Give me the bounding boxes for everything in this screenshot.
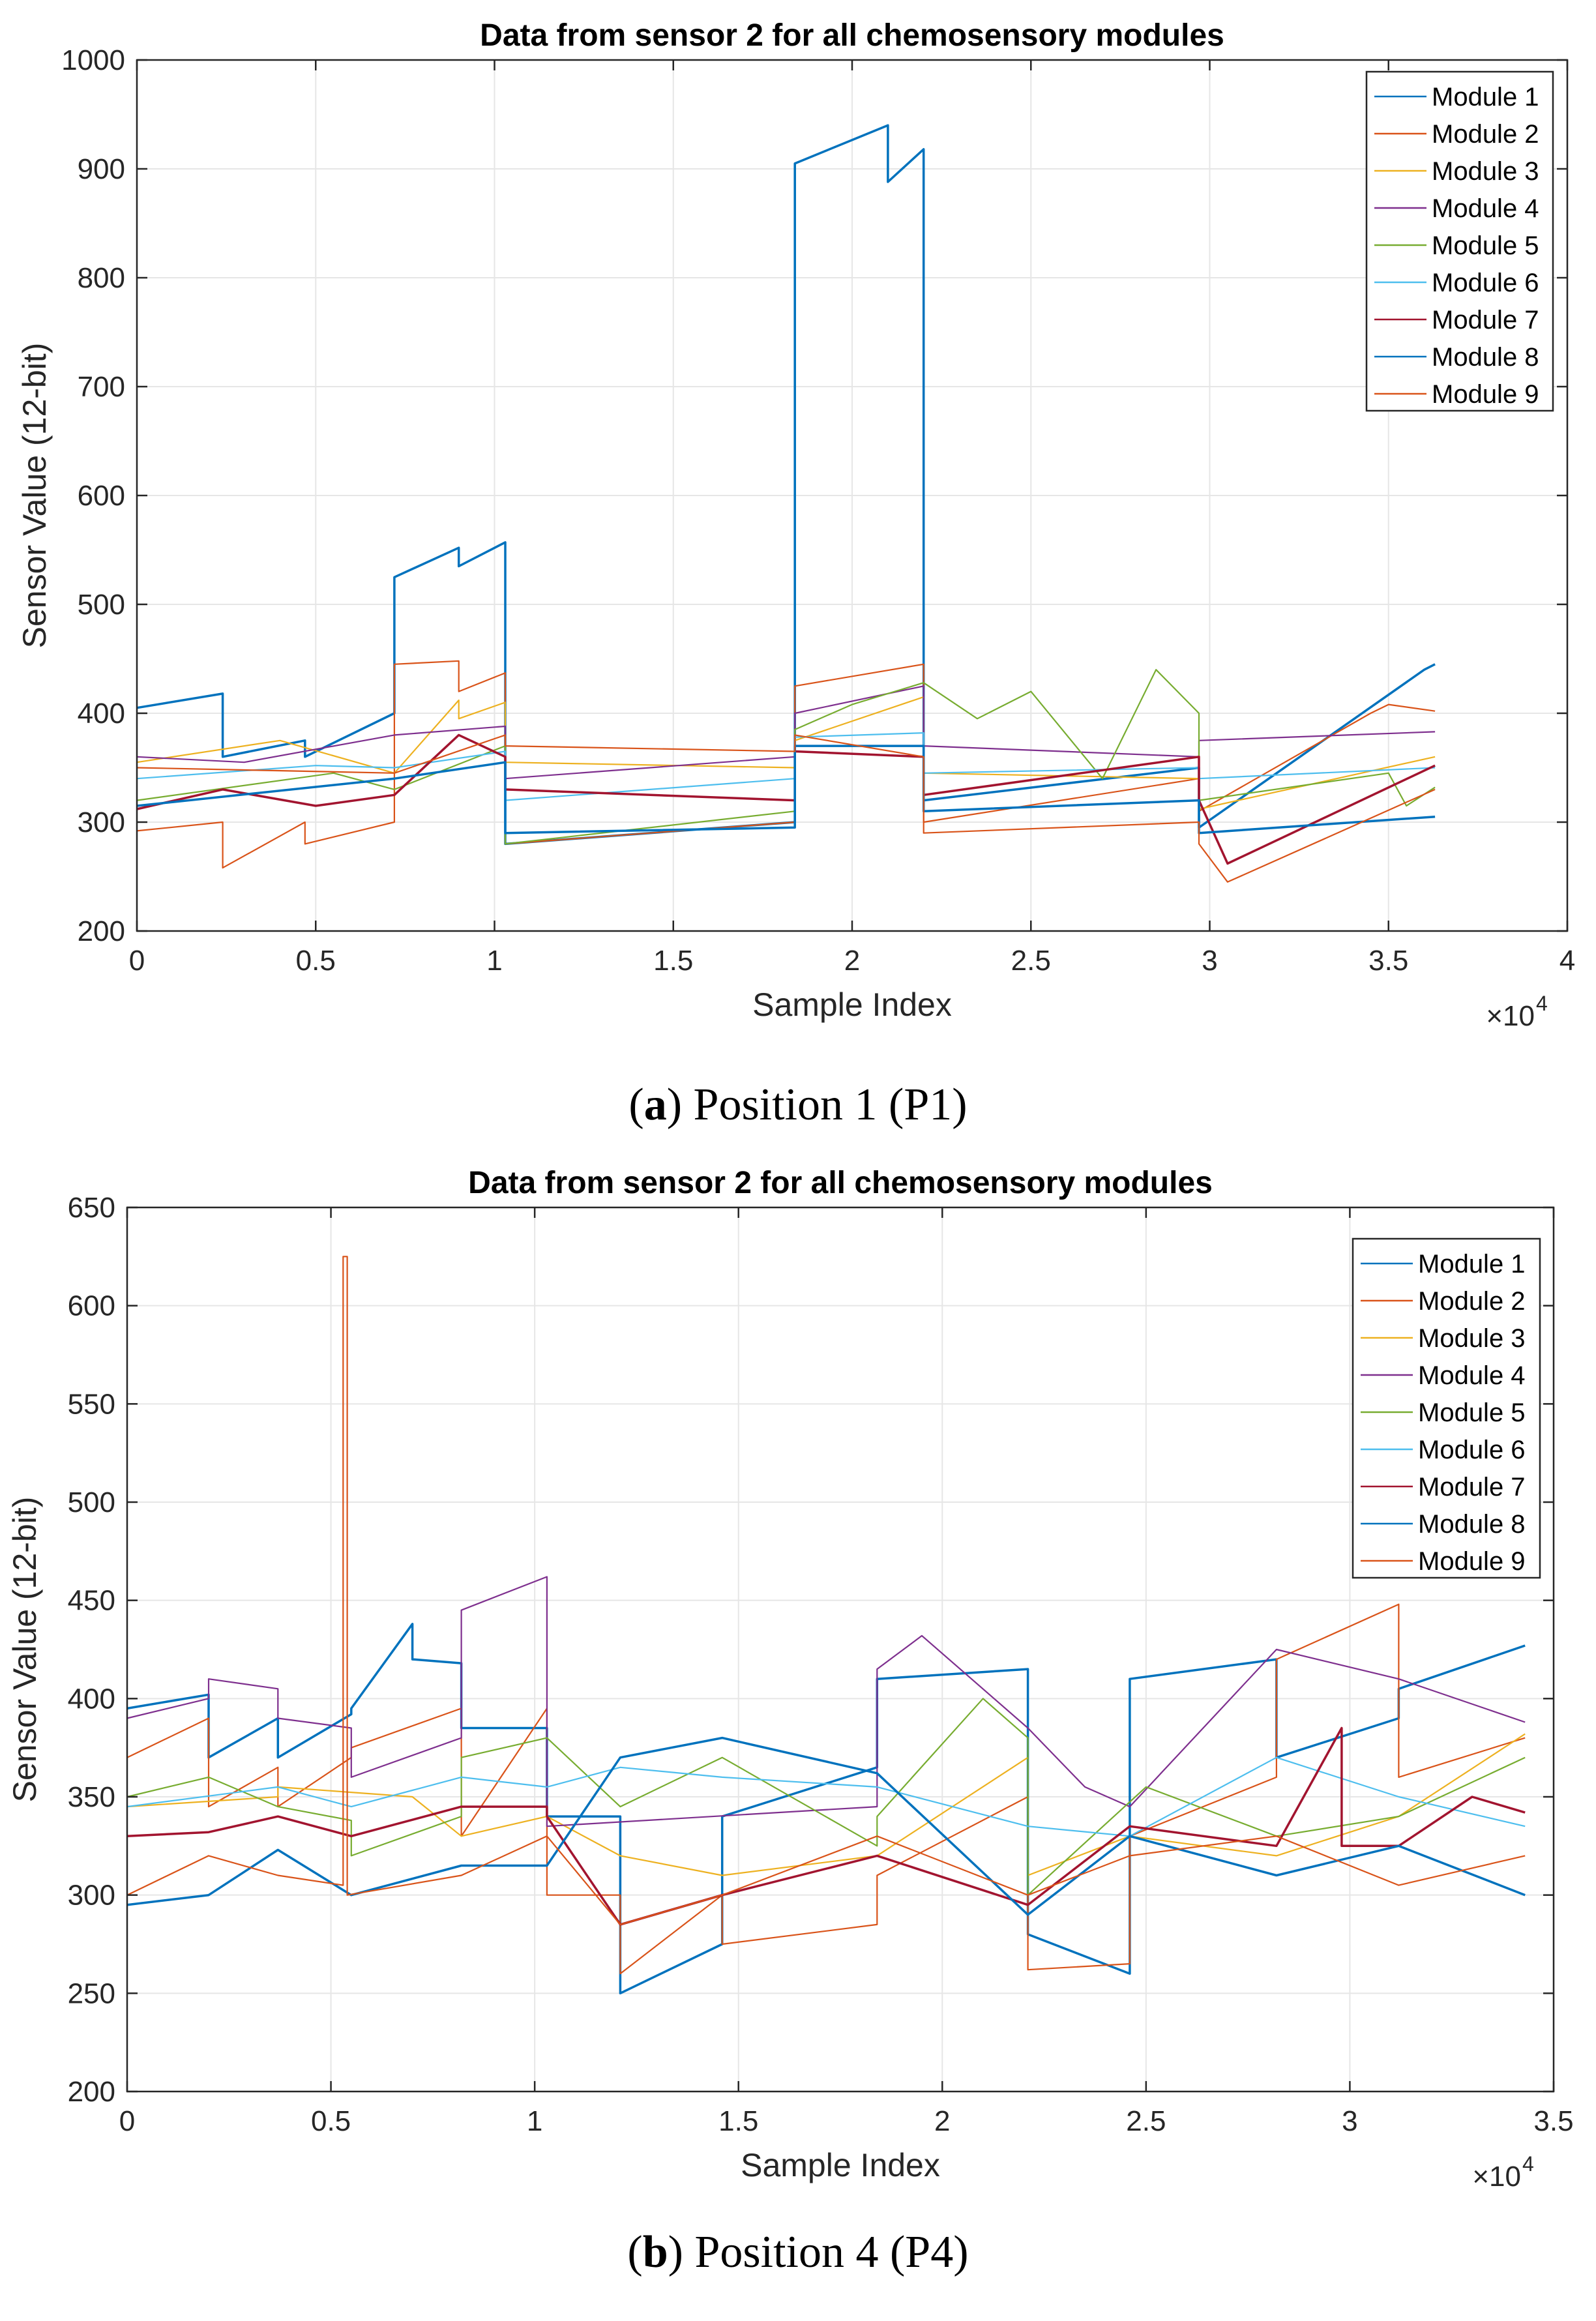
caption-a-open: ( <box>628 1080 644 1130</box>
chart-b: 0 0.5 1 1.5 2 2.5 3 3.5 200 250 300 350 400 450 500 550… <box>7 1166 1574 2193</box>
legend-entry: Module 3 <box>1418 1324 1526 1353</box>
caption-b-open: ( <box>627 2227 643 2277</box>
y-tick-label: 250 <box>68 1977 115 2009</box>
x-tick-label: 2 <box>934 2105 950 2137</box>
y-tick-label: 200 <box>78 915 125 947</box>
caption-b: (b) Position 4 (P4) <box>0 2226 1596 2279</box>
y-tick-label: 350 <box>68 1781 115 1813</box>
series-line-module-4 <box>126 1576 1526 1827</box>
legend-entry: Module 6 <box>1432 269 1539 297</box>
x-exponent-label: ×10 <box>1472 2161 1521 2193</box>
y-tick-label: 500 <box>78 589 125 621</box>
y-axis-label: Sensor Value (12-bit) <box>7 1497 43 1803</box>
y-tick-label: 450 <box>68 1585 115 1617</box>
legend-entry: Module 6 <box>1418 1436 1526 1464</box>
legend-entry: Module 8 <box>1432 343 1539 372</box>
legend-entry: Module 4 <box>1432 194 1539 223</box>
y-tick-label: 1000 <box>61 44 125 76</box>
x-exponent-label: ×10 <box>1486 1000 1535 1032</box>
y-tick-label: 300 <box>68 1880 115 1912</box>
y-axis-label: Sensor Value (12-bit) <box>16 343 53 649</box>
x-exponent-power: 4 <box>1522 2152 1534 2176</box>
caption-a-letter: a <box>643 1080 667 1130</box>
series-line-module-5 <box>136 669 1436 845</box>
chart-title: Data from sensor 2 for all chemosensory … <box>468 1166 1213 1200</box>
caption-a: (a) Position 1 (P1) <box>0 1079 1596 1131</box>
x-tick-label: 3.5 <box>1368 945 1408 977</box>
y-tick-label: 650 <box>68 1192 115 1224</box>
x-tick-label: 2.5 <box>1011 945 1051 977</box>
y-tick-label: 300 <box>78 806 125 838</box>
legend-entry: Module 1 <box>1432 83 1539 111</box>
y-tick-label: 600 <box>78 480 125 512</box>
axes-box <box>126 1206 1555 2093</box>
y-tick-label: 700 <box>78 371 125 403</box>
y-tick-label: 200 <box>68 2076 115 2108</box>
legend-entry: Module 8 <box>1418 1510 1526 1539</box>
plot-area <box>127 1207 1554 2092</box>
legend-entry: Module 5 <box>1432 231 1539 260</box>
chart-title: Data from sensor 2 for all chemosensory … <box>480 18 1224 53</box>
series-line-module-5 <box>126 1698 1526 1896</box>
figure-b: 0 0.5 1 1.5 2 2.5 3 3.5 200 250 300 350 400 450 500 550… <box>0 1160 1596 2321</box>
x-exponent-power: 4 <box>1536 992 1548 1015</box>
figure-a: 0 0.5 1 1.5 2 2.5 3 3.5 4 200 300 400 500 600 700 800 90… <box>0 0 1596 1160</box>
caption-b-text: ) Position 4 (P4) <box>668 2227 969 2277</box>
caption-a-text: ) Position 1 (P1) <box>666 1080 968 1130</box>
legend-entry: Module 5 <box>1418 1398 1526 1427</box>
caption-b-letter: b <box>642 2227 668 2277</box>
legend-entry: Module 2 <box>1418 1287 1526 1316</box>
y-tick-label: 400 <box>68 1683 115 1715</box>
x-tick-label: 3 <box>1202 945 1217 977</box>
x-tick-label: 0 <box>119 2105 135 2137</box>
x-tick-label: 2.5 <box>1126 2105 1166 2137</box>
x-tick-label: 4 <box>1559 945 1575 977</box>
series-line-module-9 <box>126 1256 1526 1926</box>
legend-entry: Module 2 <box>1432 120 1539 149</box>
legend-entry: Module 3 <box>1432 157 1539 186</box>
series-line-module-2 <box>126 1603 1526 1975</box>
legend-entry: Module 4 <box>1418 1361 1526 1390</box>
legend-box <box>1365 70 1554 412</box>
x-tick-label: 0.5 <box>311 2105 351 2137</box>
series-line-module-3 <box>126 1733 1526 1876</box>
x-axis-label: Sample Index <box>741 2147 940 2183</box>
y-tick-label: 900 <box>78 153 125 185</box>
y-tick-label: 400 <box>78 698 125 730</box>
chart-a: 0 0.5 1 1.5 2 2.5 3 3.5 4 200 300 400 500 600 700 800 90… <box>16 18 1575 1032</box>
series-line-module-7 <box>126 1726 1526 1926</box>
y-tick-label: 800 <box>78 262 125 294</box>
legend-box <box>1352 1237 1541 1579</box>
legend-entry: Module 7 <box>1418 1473 1526 1501</box>
x-tick-label: 1 <box>527 2105 542 2137</box>
legend-entry: Module 7 <box>1432 306 1539 334</box>
x-tick-label: 3 <box>1342 2105 1357 2137</box>
legend-entry: Module 9 <box>1432 380 1539 409</box>
x-tick-label: 3.5 <box>1533 2105 1573 2137</box>
series-line-module-8 <box>126 1736 1526 1916</box>
y-tick-label: 550 <box>68 1388 115 1420</box>
legend-entry: Module 9 <box>1418 1547 1526 1576</box>
x-tick-label: 2 <box>844 945 860 977</box>
x-tick-label: 1.5 <box>653 945 693 977</box>
x-tick-label: 0 <box>129 945 145 977</box>
x-tick-label: 0.5 <box>296 945 336 977</box>
series-line-module-9 <box>136 734 1436 883</box>
x-axis-label: Sample Index <box>752 986 952 1023</box>
y-tick-label: 600 <box>68 1290 115 1322</box>
series-line-module-6 <box>126 1756 1526 1837</box>
x-tick-label: 1.5 <box>718 2105 758 2137</box>
x-tick-label: 1 <box>486 945 502 977</box>
legend-entry: Module 1 <box>1418 1250 1526 1279</box>
y-tick-label: 500 <box>68 1486 115 1518</box>
series-line-module-3 <box>136 696 1436 810</box>
